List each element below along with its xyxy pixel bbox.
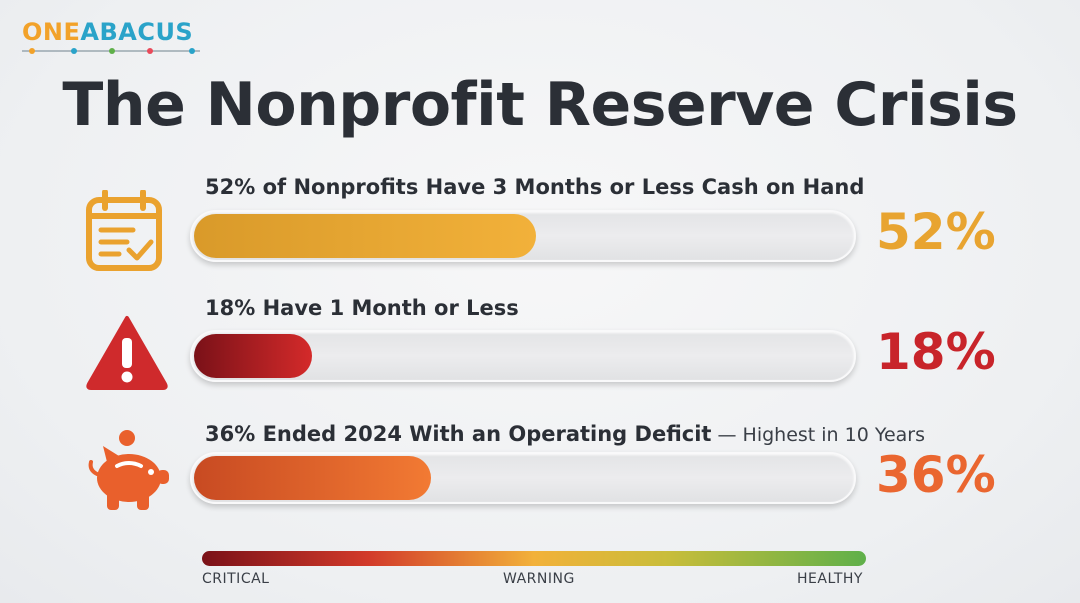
row-2-label: 18% Have 1 Month or Less: [205, 296, 519, 320]
progress-track-3: [190, 452, 856, 504]
scale-label-critical: CRITICAL: [202, 571, 270, 587]
row-1-label-main: 52% of Nonprofits Have 3 Months or Less …: [205, 175, 865, 199]
progress-track-1: [190, 210, 856, 262]
row-3-label-note: — Highest in 10 Years: [711, 424, 925, 446]
row-1-label: 52% of Nonprofits Have 3 Months or Less …: [205, 175, 864, 199]
progress-fill-3: [194, 456, 431, 500]
logo-part-one: ONE: [22, 18, 81, 46]
row-1-value: 52%: [876, 203, 996, 261]
brand-logo: ONEABACUS: [22, 18, 193, 46]
calendar-check-icon: [86, 190, 162, 271]
row-2-label-main: 18% Have 1 Month or Less: [205, 296, 519, 320]
abacus-beads-icon: [22, 48, 200, 54]
scale-label-healthy: HEALTHY: [797, 571, 863, 587]
progress-track-2: [190, 330, 856, 382]
health-scale-bar: [202, 551, 866, 566]
row-3-value: 36%: [876, 446, 996, 504]
scale-label-warning: WARNING: [503, 571, 575, 587]
row-3-label-main: 36% Ended 2024 With an Operating Deficit: [205, 422, 712, 446]
warning-triangle-icon: [86, 316, 168, 390]
progress-fill-2: [194, 334, 312, 378]
logo-part-abacus: ABACUS: [80, 18, 194, 46]
row-3-label: 36% Ended 2024 With an Operating Deficit…: [205, 422, 925, 446]
progress-fill-1: [194, 214, 536, 258]
piggy-bank-icon: [88, 430, 169, 510]
row-2-value: 18%: [876, 323, 996, 381]
page-title: The Nonprofit Reserve Crisis: [62, 70, 1018, 140]
